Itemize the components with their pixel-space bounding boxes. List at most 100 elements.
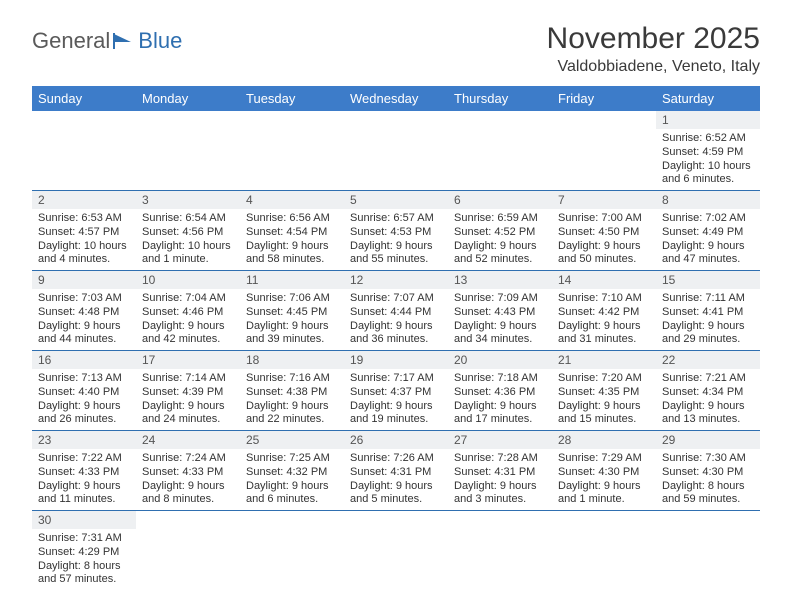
calendar-row: 23Sunrise: 7:22 AMSunset: 4:33 PMDayligh… [32,431,760,511]
sunset-line: Sunset: 4:54 PM [246,226,338,240]
sunset-line: Sunset: 4:38 PM [246,386,338,400]
daylight-line: Daylight: 10 hours and 1 minute. [142,240,234,268]
day-number: 16 [32,351,136,370]
sunrise-line: Sunrise: 7:22 AM [38,452,130,466]
day-number: 2 [32,191,136,210]
calendar-cell [136,511,240,591]
calendar-cell: 5Sunrise: 6:57 AMSunset: 4:53 PMDaylight… [344,191,448,271]
calendar-cell: 19Sunrise: 7:17 AMSunset: 4:37 PMDayligh… [344,351,448,431]
calendar-cell [344,111,448,191]
day-details: Sunrise: 7:20 AMSunset: 4:35 PMDaylight:… [552,370,656,430]
daylight-line: Daylight: 9 hours and 58 minutes. [246,240,338,268]
day-number: 9 [32,271,136,290]
day-number: 13 [448,271,552,290]
daylight-line: Daylight: 9 hours and 6 minutes. [246,480,338,508]
sunrise-line: Sunrise: 6:52 AM [662,132,754,146]
sunset-line: Sunset: 4:31 PM [454,466,546,480]
sunset-line: Sunset: 4:30 PM [558,466,650,480]
day-number: 5 [344,191,448,210]
day-number: 27 [448,431,552,450]
daylight-line: Daylight: 9 hours and 3 minutes. [454,480,546,508]
calendar-cell [344,511,448,591]
daylight-line: Daylight: 9 hours and 8 minutes. [142,480,234,508]
calendar-cell: 12Sunrise: 7:07 AMSunset: 4:44 PMDayligh… [344,271,448,351]
day-details: Sunrise: 6:54 AMSunset: 4:56 PMDaylight:… [136,210,240,270]
calendar-cell: 16Sunrise: 7:13 AMSunset: 4:40 PMDayligh… [32,351,136,431]
weekday-header: Friday [552,86,656,111]
day-details: Sunrise: 7:28 AMSunset: 4:31 PMDaylight:… [448,450,552,510]
sunset-line: Sunset: 4:39 PM [142,386,234,400]
day-number: 12 [344,271,448,290]
sunrise-line: Sunrise: 6:53 AM [38,212,130,226]
sunset-line: Sunset: 4:48 PM [38,306,130,320]
daylight-line: Daylight: 9 hours and 17 minutes. [454,400,546,428]
day-details: Sunrise: 7:07 AMSunset: 4:44 PMDaylight:… [344,290,448,350]
sunset-line: Sunset: 4:31 PM [350,466,442,480]
sunrise-line: Sunrise: 7:26 AM [350,452,442,466]
sunrise-line: Sunrise: 6:56 AM [246,212,338,226]
sunrise-line: Sunrise: 7:02 AM [662,212,754,226]
brand-logo: GeneralBlue [32,22,182,54]
day-number: 4 [240,191,344,210]
daylight-line: Daylight: 9 hours and 42 minutes. [142,320,234,348]
calendar-cell: 4Sunrise: 6:56 AMSunset: 4:54 PMDaylight… [240,191,344,271]
day-details: Sunrise: 7:13 AMSunset: 4:40 PMDaylight:… [32,370,136,430]
calendar-row: 16Sunrise: 7:13 AMSunset: 4:40 PMDayligh… [32,351,760,431]
day-number: 29 [656,431,760,450]
calendar-cell: 27Sunrise: 7:28 AMSunset: 4:31 PMDayligh… [448,431,552,511]
day-number: 15 [656,271,760,290]
sunrise-line: Sunrise: 7:25 AM [246,452,338,466]
sunset-line: Sunset: 4:29 PM [38,546,130,560]
calendar-cell: 18Sunrise: 7:16 AMSunset: 4:38 PMDayligh… [240,351,344,431]
daylight-line: Daylight: 8 hours and 59 minutes. [662,480,754,508]
day-details: Sunrise: 6:56 AMSunset: 4:54 PMDaylight:… [240,210,344,270]
calendar-row: 9Sunrise: 7:03 AMSunset: 4:48 PMDaylight… [32,271,760,351]
sunrise-line: Sunrise: 7:06 AM [246,292,338,306]
day-number: 17 [136,351,240,370]
calendar-cell [32,111,136,191]
daylight-line: Daylight: 9 hours and 34 minutes. [454,320,546,348]
day-details: Sunrise: 6:53 AMSunset: 4:57 PMDaylight:… [32,210,136,270]
daylight-line: Daylight: 9 hours and 19 minutes. [350,400,442,428]
day-details: Sunrise: 7:30 AMSunset: 4:30 PMDaylight:… [656,450,760,510]
calendar-cell: 9Sunrise: 7:03 AMSunset: 4:48 PMDaylight… [32,271,136,351]
sunset-line: Sunset: 4:36 PM [454,386,546,400]
sunrise-line: Sunrise: 6:54 AM [142,212,234,226]
sunset-line: Sunset: 4:41 PM [662,306,754,320]
daylight-line: Daylight: 9 hours and 31 minutes. [558,320,650,348]
title-block: November 2025 Valdobbiadene, Veneto, Ita… [547,22,760,76]
day-details: Sunrise: 7:24 AMSunset: 4:33 PMDaylight:… [136,450,240,510]
day-details: Sunrise: 7:21 AMSunset: 4:34 PMDaylight:… [656,370,760,430]
sunrise-line: Sunrise: 7:09 AM [454,292,546,306]
daylight-line: Daylight: 9 hours and 13 minutes. [662,400,754,428]
day-details: Sunrise: 7:26 AMSunset: 4:31 PMDaylight:… [344,450,448,510]
calendar-cell: 26Sunrise: 7:26 AMSunset: 4:31 PMDayligh… [344,431,448,511]
daylight-line: Daylight: 9 hours and 52 minutes. [454,240,546,268]
weekday-header: Monday [136,86,240,111]
weekday-header-row: Sunday Monday Tuesday Wednesday Thursday… [32,86,760,111]
day-details: Sunrise: 7:16 AMSunset: 4:38 PMDaylight:… [240,370,344,430]
sunset-line: Sunset: 4:44 PM [350,306,442,320]
sunrise-line: Sunrise: 7:18 AM [454,372,546,386]
weekday-header: Thursday [448,86,552,111]
sunrise-line: Sunrise: 7:21 AM [662,372,754,386]
sunrise-line: Sunrise: 7:10 AM [558,292,650,306]
sunset-line: Sunset: 4:43 PM [454,306,546,320]
daylight-line: Daylight: 9 hours and 36 minutes. [350,320,442,348]
daylight-line: Daylight: 9 hours and 26 minutes. [38,400,130,428]
calendar-cell [240,111,344,191]
sunset-line: Sunset: 4:34 PM [662,386,754,400]
header: GeneralBlue November 2025 Valdobbiadene,… [32,22,760,76]
sunset-line: Sunset: 4:33 PM [142,466,234,480]
page-title: November 2025 [547,22,760,56]
daylight-line: Daylight: 9 hours and 15 minutes. [558,400,650,428]
sunset-line: Sunset: 4:53 PM [350,226,442,240]
calendar-cell: 22Sunrise: 7:21 AMSunset: 4:34 PMDayligh… [656,351,760,431]
day-number: 11 [240,271,344,290]
day-number: 18 [240,351,344,370]
calendar-cell: 10Sunrise: 7:04 AMSunset: 4:46 PMDayligh… [136,271,240,351]
sunrise-line: Sunrise: 7:04 AM [142,292,234,306]
daylight-line: Daylight: 10 hours and 4 minutes. [38,240,130,268]
calendar-cell [656,511,760,591]
sunset-line: Sunset: 4:40 PM [38,386,130,400]
